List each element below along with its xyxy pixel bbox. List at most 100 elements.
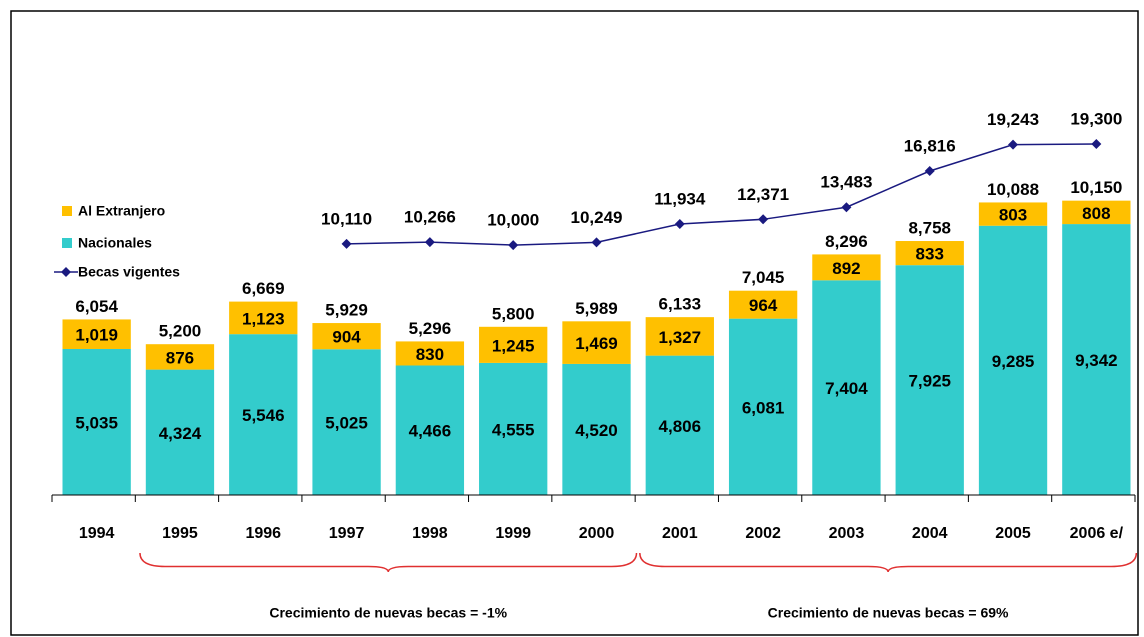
bar-segment [645, 317, 714, 356]
bar-segment [1062, 224, 1131, 495]
bar-label: 803 [999, 206, 1027, 225]
x-tick-label: 1998 [412, 525, 448, 542]
x-tick-label: 1994 [79, 525, 115, 542]
x-tick-label: 2006 e/ [1070, 525, 1124, 542]
line-label: 19,243 [987, 110, 1039, 129]
bar-segment [62, 319, 131, 349]
legend-marker [61, 267, 71, 277]
bar-segment [812, 254, 881, 281]
line-label: 10,266 [404, 208, 456, 227]
total-label: 5,296 [409, 319, 452, 338]
bar-segment [728, 290, 798, 319]
bar-segment [812, 280, 881, 495]
line-label: 10,000 [487, 211, 539, 230]
annotation: Crecimiento de nuevas becas = -1% [269, 605, 507, 621]
legend-label: Becas vigentes [78, 264, 180, 280]
total-label: 8,758 [908, 219, 951, 238]
x-tick-label: 2005 [995, 525, 1031, 542]
bar-segment [145, 369, 215, 495]
total-label: 10,088 [987, 180, 1039, 199]
bar-segment [229, 301, 298, 335]
bar-segment [978, 225, 1048, 496]
frame [10, 10, 1139, 636]
line-point [674, 219, 685, 230]
bar-segment [62, 348, 131, 495]
bar-label: 1,469 [575, 334, 618, 353]
bar-label: 5,035 [75, 413, 118, 432]
x-tick-label: 1995 [162, 525, 198, 542]
line-point [1091, 139, 1102, 150]
bar-segment [645, 355, 714, 495]
bar-label: 4,520 [575, 421, 618, 440]
line-label: 16,816 [904, 136, 956, 155]
bar-segment [145, 344, 215, 370]
bar-label: 1,019 [75, 326, 118, 345]
total-label: 10,150 [1070, 178, 1122, 197]
total-label: 5,989 [575, 299, 618, 318]
bar-label: 4,555 [492, 420, 535, 439]
bar-segment [728, 318, 798, 495]
legend-label: Nacionales [78, 235, 152, 251]
bar-segment [479, 326, 548, 363]
line-point [591, 237, 602, 248]
bar-segment [312, 349, 381, 495]
total-label: 5,929 [325, 301, 368, 320]
bar-label: 5,025 [325, 414, 368, 433]
annotation: Crecimiento de nuevas becas = 69% [768, 605, 1009, 621]
bar-segment [895, 265, 964, 495]
brace [639, 552, 1138, 573]
bar-label: 5,546 [242, 406, 285, 425]
total-label: 7,045 [742, 268, 785, 287]
bar-label: 9,342 [1075, 351, 1118, 370]
total-label: 5,800 [492, 304, 535, 323]
line-label: 13,483 [820, 173, 872, 192]
bar-segment [562, 321, 631, 364]
bar-label: 830 [416, 345, 444, 364]
bar-label: 1,327 [659, 328, 702, 347]
line-point [424, 237, 435, 248]
bar-label: 1,245 [492, 336, 535, 355]
line [346, 143, 1097, 246]
bar-segment [1062, 200, 1131, 225]
total-label: 6,133 [659, 295, 702, 314]
x-tick-label: 2004 [912, 525, 948, 542]
bar-label: 833 [916, 245, 944, 264]
line-label: 10,249 [571, 208, 623, 227]
legend-swatch [62, 238, 72, 248]
line-label: 12,371 [737, 185, 789, 204]
x-tick-label: 1996 [245, 525, 281, 542]
line-label: 10,110 [321, 209, 372, 228]
line-point [758, 214, 769, 225]
bar-label: 9,285 [992, 352, 1035, 371]
legend-label: Al Extranjero [78, 203, 165, 219]
brace [139, 552, 638, 573]
bar-segment [229, 334, 298, 495]
total-label: 6,669 [242, 279, 285, 298]
bar-label: 1,123 [242, 309, 285, 328]
line-point [341, 238, 352, 249]
x-tick-label: 2002 [745, 525, 781, 542]
bar-label: 6,081 [742, 398, 785, 417]
line-label: 11,934 [654, 190, 706, 209]
bar-label: 904 [332, 328, 361, 347]
bar-segment [395, 365, 465, 495]
line-point [841, 202, 852, 213]
bar-segment [895, 241, 964, 266]
total-label: 5,200 [159, 322, 202, 341]
bar-label: 964 [749, 296, 778, 315]
line-point [508, 240, 519, 251]
bar-segment [395, 341, 465, 366]
x-tick-label: 1997 [329, 525, 365, 542]
line-point [1008, 139, 1019, 150]
bar-label: 4,806 [659, 417, 702, 436]
x-tick-label: 2001 [662, 525, 698, 542]
x-tick-label: 1999 [495, 525, 531, 542]
bar-label: 4,466 [409, 422, 452, 441]
bar-label: 7,925 [908, 372, 951, 391]
x-tick-label: 2003 [829, 525, 865, 542]
legend-swatch [62, 206, 72, 216]
line-label: 19,300 [1070, 109, 1122, 128]
bar-segment [978, 202, 1048, 226]
bar-label: 4,324 [159, 424, 202, 443]
